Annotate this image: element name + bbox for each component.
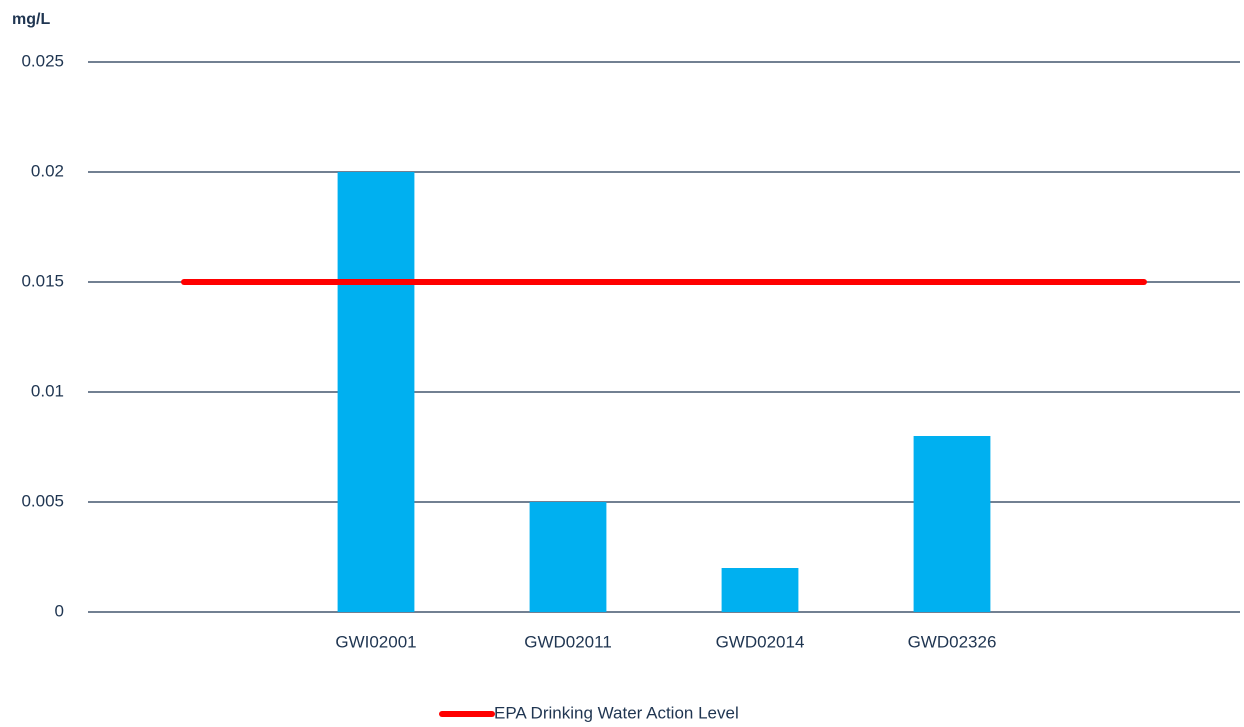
bar [529, 502, 607, 612]
x-tick-label: GWD02011 [524, 632, 612, 651]
y-tick-label: 0.015 [21, 271, 64, 290]
bar [721, 568, 799, 612]
y-tick-label: 0.02 [31, 161, 64, 180]
x-tick-label: GWD02014 [716, 632, 805, 651]
y-tick-label: 0 [55, 601, 64, 620]
bar [913, 436, 991, 612]
legend-label: EPA Drinking Water Action Level [494, 703, 739, 722]
x-tick-label: GWI02001 [335, 632, 416, 651]
y-tick-label: 0.01 [31, 381, 64, 400]
y-tick-label: 0.005 [21, 491, 64, 510]
y-axis-label: mg/L [12, 11, 50, 28]
y-tick-label: 0.025 [21, 51, 64, 70]
x-tick-label: GWD02326 [908, 632, 997, 651]
bar [337, 172, 415, 612]
